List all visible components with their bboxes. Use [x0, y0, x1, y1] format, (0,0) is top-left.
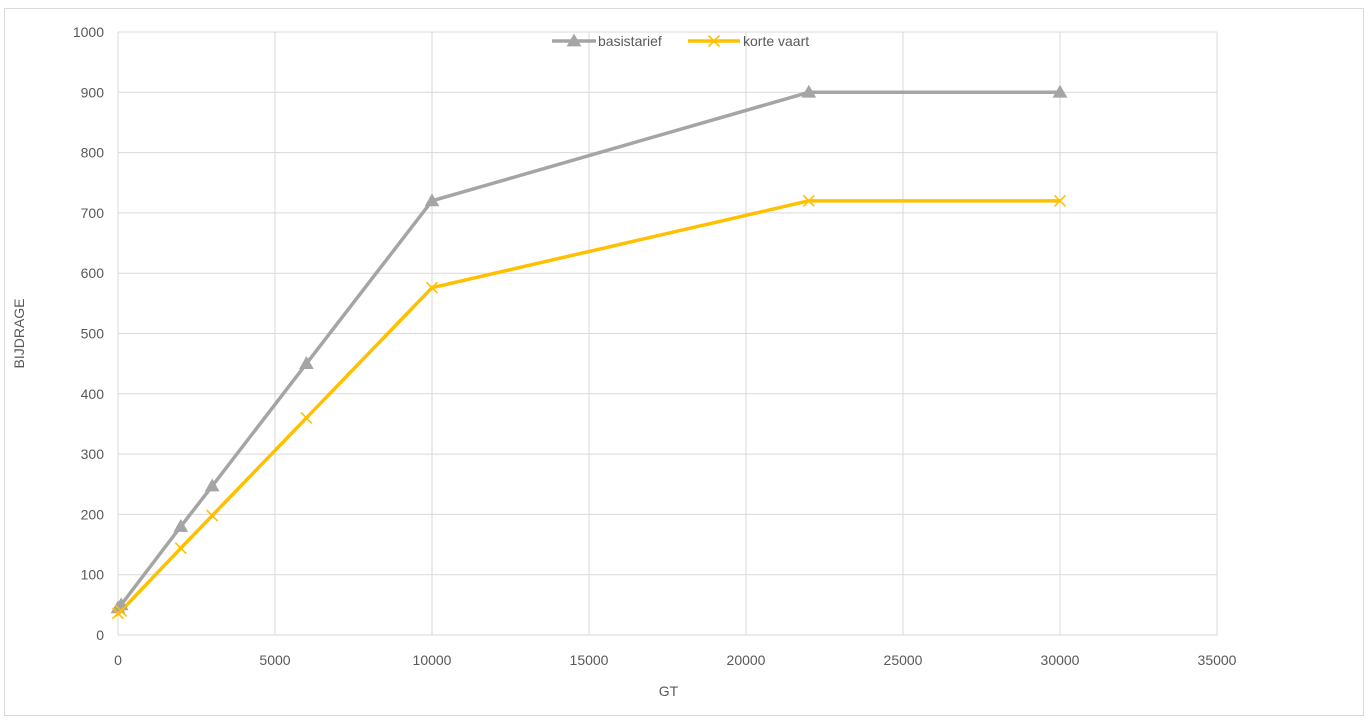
y-tick-label: 700 [81, 205, 105, 221]
y-tick-label: 400 [81, 386, 105, 402]
data-point-basistarief [299, 356, 314, 370]
series-layer [110, 84, 1068, 620]
data-point-korte-vaart [206, 509, 219, 522]
data-point-basistarief [173, 518, 189, 532]
x-tick-label: 25000 [884, 652, 923, 668]
data-point-korte-vaart [174, 542, 187, 555]
y-tick-label: 900 [81, 84, 105, 100]
y-tick-label: 300 [81, 446, 105, 462]
y-axis-title: BIJDRAGE [11, 298, 27, 368]
data-point-basistarief [801, 84, 817, 98]
data-point-korte-vaart [802, 194, 815, 207]
y-tick-label: 1000 [73, 24, 104, 40]
legend-marker [707, 34, 721, 48]
y-tick-label: 600 [81, 265, 105, 281]
x-tick-label: 5000 [259, 652, 290, 668]
x-axis-title: GT [659, 683, 679, 699]
marker-stroke [707, 34, 721, 48]
x-tick-label: 15000 [570, 652, 609, 668]
y-tick-label: 200 [81, 506, 105, 522]
data-point-korte-vaart [1053, 194, 1067, 207]
chart-frame [4, 8, 1364, 716]
y-tick-label: 100 [81, 567, 105, 583]
data-point-korte-vaart [115, 604, 128, 617]
data-point-korte-vaart [300, 411, 313, 424]
legend-label: korte vaart [743, 33, 809, 49]
series-line-korte-vaart [116, 199, 1060, 615]
y-tick-label: 0 [96, 627, 104, 643]
y-tick-label: 500 [81, 326, 105, 342]
marker-stroke [115, 604, 128, 617]
marker-stroke [174, 542, 187, 555]
legend-label: basistarief [598, 33, 662, 49]
legend: basistarief korte vaart [552, 33, 809, 49]
data-point-basistarief [204, 478, 220, 492]
legend-marker [566, 33, 582, 47]
series-line-basistarief [116, 90, 1060, 610]
marker-stroke [1053, 194, 1067, 207]
marker-stroke [802, 194, 815, 207]
marker-stroke [300, 411, 313, 424]
data-point-basistarief [1052, 84, 1068, 98]
x-tick-label: 0 [114, 652, 122, 668]
marker-stroke [425, 281, 439, 294]
x-tick-label: 20000 [727, 652, 766, 668]
marker-stroke [206, 509, 219, 522]
x-tick-label: 10000 [413, 652, 452, 668]
legend-item-korte-vaart: korte vaart [688, 33, 809, 49]
x-tick-label: 30000 [1041, 652, 1080, 668]
grid [117, 31, 1218, 636]
data-point-korte-vaart [425, 281, 439, 294]
data-point-basistarief [424, 193, 440, 207]
x-tick-label: 35000 [1198, 652, 1237, 668]
legend-item-basistarief: basistarief [552, 33, 662, 49]
y-tick-label: 800 [81, 145, 105, 161]
